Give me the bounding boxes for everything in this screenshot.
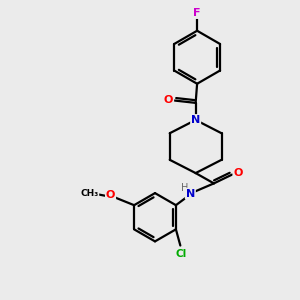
Text: CH₃: CH₃ xyxy=(80,189,98,198)
Text: O: O xyxy=(164,95,173,105)
Text: Cl: Cl xyxy=(175,249,187,259)
Text: F: F xyxy=(194,8,201,18)
Text: O: O xyxy=(233,168,243,178)
Text: N: N xyxy=(191,115,200,125)
Text: N: N xyxy=(186,189,195,199)
Text: O: O xyxy=(106,190,115,200)
Text: H: H xyxy=(181,183,188,193)
